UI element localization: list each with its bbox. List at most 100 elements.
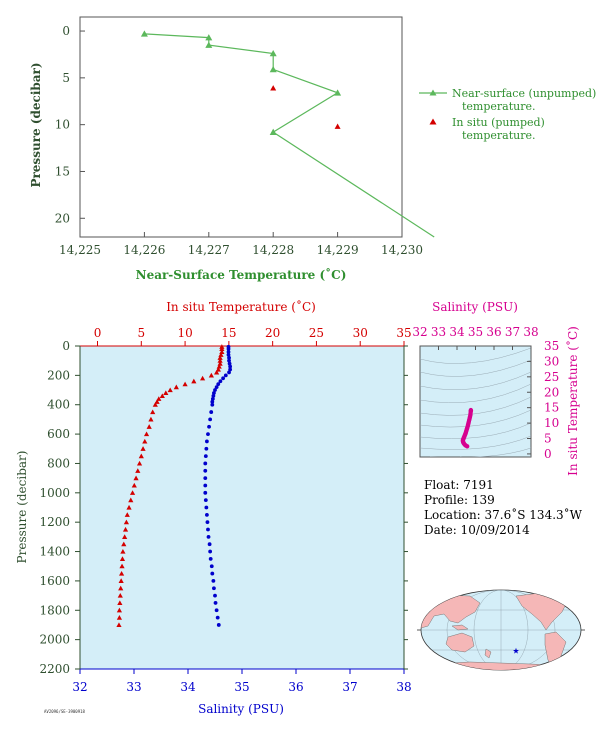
density-contour [420, 435, 531, 450]
temperature-point [124, 512, 130, 517]
temperature-point [216, 363, 222, 369]
temperature-point [120, 548, 126, 554]
salinity-point [206, 534, 211, 539]
top-x-tick-label: 14,230 [381, 243, 423, 257]
temperature-point [208, 372, 214, 378]
pressure-tick-label: 800 [47, 456, 70, 470]
temperature-point [116, 622, 122, 628]
temperature-point [121, 541, 127, 547]
salinity-point [208, 549, 213, 554]
temp-tick-label: 5 [137, 326, 145, 340]
salinity-point [227, 370, 231, 375]
salinity-point [213, 593, 217, 598]
temperature-point [129, 490, 136, 495]
salinity-point [205, 512, 209, 517]
salinity-point [214, 385, 219, 390]
unpumped-temperature-point [334, 89, 342, 96]
pressure-tick-label: 1200 [39, 515, 70, 529]
salinity-point [210, 402, 215, 407]
temperature-point [159, 393, 165, 398]
temperature-point [215, 366, 221, 372]
density-contour [430, 447, 531, 457]
salinity-point [227, 358, 231, 363]
density-contour [420, 383, 531, 404]
profile-number: Profile: 139 [424, 493, 495, 507]
temperature-point [142, 438, 148, 444]
salinity-point [203, 483, 208, 488]
salinity-point [209, 410, 214, 414]
temperature-point [173, 384, 179, 390]
ts-x-tick-label: 32 [412, 325, 427, 339]
salinity-point [216, 623, 221, 627]
ts-y-tick-label: 30 [544, 354, 559, 368]
pressure-tick-label: 600 [47, 427, 70, 441]
temperature-point [163, 390, 169, 396]
salinity-point [216, 382, 221, 387]
salinity-point [212, 391, 216, 395]
profile-chart: 0 5 10 15 20 25 30 35 32 33 34 35 36 37 38 0 200 400 600 80… [15, 299, 412, 716]
ts-y-tick-label: 20 [544, 385, 559, 399]
salinity-point [218, 379, 223, 384]
ts-y-tick-label: 5 [544, 432, 552, 446]
footer-stamp: AV2096/SE-3900918 [44, 709, 85, 714]
temp-tick-label: 10 [177, 326, 192, 340]
temperature-point [167, 387, 173, 393]
salinity-point [208, 556, 213, 561]
legend-label-pumped: In situ (pumped) temperature. [452, 116, 548, 142]
temp-tick-label: 0 [94, 326, 102, 340]
top-y-tick-label: 0 [62, 24, 70, 38]
salinity-point [203, 490, 208, 495]
salinity-point [228, 367, 233, 372]
top-axis-ticks: 14,225 14,226 14,227 14,228 14,229 14,230 0 5 10… [55, 24, 423, 257]
float-location-star-icon [512, 647, 520, 654]
temperature-point [117, 592, 123, 598]
salinity-point [203, 476, 208, 481]
ts-y-axis-label: In situ Temperature (˚C) [565, 326, 580, 476]
temperature-point [118, 570, 125, 576]
pressure-tick-label: 0 [62, 339, 70, 353]
profile-top-axis-label: In situ Temperature (˚C) [166, 299, 316, 314]
top-series-layer [140, 30, 435, 238]
ts-y-tick-label: 35 [544, 339, 559, 353]
salinity-point [203, 454, 208, 459]
pressure-tick-label: 2000 [39, 633, 70, 647]
salinity-tick-label: 37 [342, 680, 357, 694]
ts-x-tick-label: 33 [431, 325, 446, 339]
land-antarctica [429, 661, 576, 670]
location: Location: 37.6˚S 134.3˚W [424, 508, 582, 522]
top-x-tick-label: 14,226 [123, 243, 165, 257]
salinity-point [212, 586, 216, 591]
density-contour [420, 396, 531, 416]
temperature-point [117, 600, 123, 606]
unpumped-temperature-point [205, 34, 213, 41]
salinity-tick-label: 33 [126, 680, 141, 694]
salinity-point [207, 424, 211, 429]
ts-x-tick-label: 35 [468, 325, 483, 339]
ts-x-tick-label: 36 [486, 325, 501, 339]
temperature-point [119, 563, 125, 569]
density-contour [420, 371, 531, 390]
temp-tick-label: 15 [221, 326, 236, 340]
salinity-point [211, 394, 216, 398]
salinity-tick-label: 36 [288, 680, 303, 694]
density-contour [420, 409, 531, 428]
salinity-point [206, 527, 210, 532]
temperature-point [143, 431, 150, 437]
salinity-point [208, 417, 213, 422]
salinity-point [213, 601, 218, 605]
temperature-point [133, 475, 139, 481]
pressure-tick-label: 1000 [39, 486, 70, 500]
salinity-point [228, 364, 233, 369]
legend-marker-pumped [429, 118, 437, 125]
temperature-point [217, 358, 223, 363]
top-y-tick-label: 20 [55, 211, 70, 225]
unpumped-temperature-point [269, 128, 277, 135]
salinity-point [214, 608, 219, 613]
land-australia [445, 632, 475, 653]
ts-x-tick-label: 37 [505, 325, 520, 339]
salinity-tick-label: 38 [396, 680, 411, 694]
salinity-point [210, 571, 215, 576]
temperature-point [116, 607, 123, 613]
